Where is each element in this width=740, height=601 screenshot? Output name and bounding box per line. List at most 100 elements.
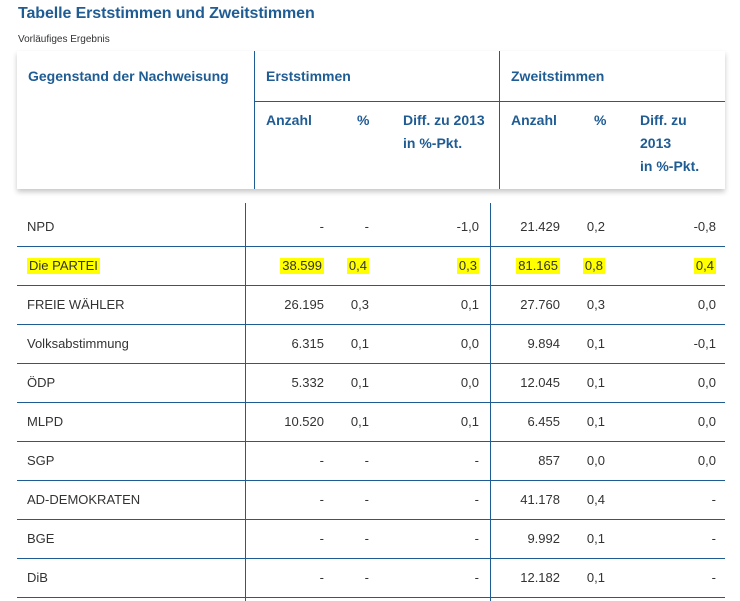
value-cell-z-pct: 0,1	[560, 324, 605, 363]
cell-text: -	[364, 219, 369, 234]
table-row: Die PARTEI 38.599 0,4 0,3 81.165 0,8 0,4	[17, 246, 725, 286]
value-cell-e-anz: -	[245, 480, 324, 519]
value-cell-e-diff: 0,1	[369, 402, 479, 441]
cell-text: 857	[538, 453, 560, 468]
header-erst-diff-line1: Diff. zu 2013	[403, 112, 485, 128]
value-cell-z-diff: -	[605, 558, 716, 597]
value-cell-e-anz: 26.195	[245, 285, 324, 324]
value-cell-z-pct: 0,1	[560, 519, 605, 558]
value-cell-z-diff: -0,8	[605, 207, 716, 246]
value-cell-e-anz: 5.332	[245, 363, 324, 402]
table-title: Tabelle Erststimmen und Zweitstimmen	[18, 5, 315, 22]
cell-text: 0,0	[460, 336, 479, 351]
value-cell-e-pct: 0,4	[324, 246, 369, 285]
cell-text: 0,4	[586, 492, 605, 507]
cell-text: -	[474, 492, 479, 507]
cell-text: -	[364, 531, 369, 546]
cell-text: -	[711, 492, 716, 507]
value-cell-e-diff: 0,1	[369, 285, 479, 324]
header-zweitstimmen: Zweitstimmen	[511, 68, 605, 84]
cell-text: -	[364, 570, 369, 585]
value-cell-e-pct: -	[324, 519, 369, 558]
cell-text: 0,0	[697, 453, 716, 468]
cell-text: -	[319, 570, 324, 585]
cell-text: NPD	[27, 219, 55, 234]
header-divider	[499, 51, 500, 189]
value-cell-e-pct: -	[324, 480, 369, 519]
value-cell-e-diff: 0,0	[369, 324, 479, 363]
cell-text: BGE	[27, 531, 55, 546]
header-erst-pct: %	[357, 112, 370, 128]
cell-text: DiB	[27, 570, 48, 585]
cell-text: -	[711, 570, 716, 585]
value-cell-e-pct: -	[324, 441, 369, 480]
cell-text: 0,8	[582, 258, 605, 274]
cell-text: SGP	[27, 453, 55, 468]
header-zweit-anzahl: Anzahl	[511, 112, 557, 128]
cell-text: -	[474, 570, 479, 585]
header-divider	[254, 51, 255, 189]
cell-text: 0,2	[586, 219, 605, 234]
value-cell-z-pct: 0,0	[560, 441, 605, 480]
value-cell-z-anz: 12.182	[490, 558, 560, 597]
cell-text: Die PARTEI	[27, 258, 100, 274]
value-cell-z-diff: 0,0	[605, 402, 716, 441]
cell-text: -	[474, 453, 479, 468]
value-cell-z-anz: 12.045	[490, 363, 560, 402]
value-cell-e-anz: -	[245, 558, 324, 597]
cell-text: 9.894	[527, 336, 560, 351]
cell-text: 0,1	[586, 375, 605, 390]
party-name-cell: FREIE WÄHLER	[27, 285, 227, 324]
cell-text: 38.599	[280, 258, 324, 274]
value-cell-z-pct: 0,1	[560, 558, 605, 597]
value-cell-e-pct: 0,1	[324, 363, 369, 402]
table-row: FREIE WÄHLER 26.195 0,3 0,1 27.760 0,3 0,0	[17, 285, 725, 325]
cell-text: 0,1	[586, 414, 605, 429]
party-name-cell: Volksabstimmung	[27, 324, 227, 363]
party-name-cell: DiB	[27, 558, 227, 597]
table-body: NPD - - -1,0 21.429 0,2 -0,8 Die PARTEI 38.599 0,…	[17, 189, 725, 601]
value-cell-e-pct: 0,1	[324, 324, 369, 363]
cell-text: 6.455	[527, 414, 560, 429]
cell-text: 10.520	[284, 414, 324, 429]
value-cell-z-pct: 0,3	[560, 285, 605, 324]
value-cell-e-diff: -1,0	[369, 207, 479, 246]
value-cell-e-diff: -	[369, 558, 479, 597]
cell-text: 0,1	[586, 570, 605, 585]
header-erst-diff-line2: in %-Pkt.	[403, 135, 463, 151]
cell-text: 81.165	[516, 258, 560, 274]
value-cell-z-anz: 81.165	[490, 246, 560, 285]
value-cell-z-diff: -	[605, 519, 716, 558]
value-cell-e-anz: 6.315	[245, 324, 324, 363]
cell-text: 0,0	[460, 375, 479, 390]
party-name-cell: SGP	[27, 441, 227, 480]
cell-text: -	[711, 531, 716, 546]
table-row: SGP - - - 857 0,0 0,0	[17, 441, 725, 481]
cell-text: 9.992	[527, 531, 560, 546]
cell-text: 0,0	[697, 375, 716, 390]
cell-text: ÖDP	[27, 375, 56, 390]
cell-text: -	[364, 492, 369, 507]
cell-text: 6.315	[291, 336, 324, 351]
cell-text: 0,0	[586, 453, 605, 468]
value-cell-e-diff: -	[369, 519, 479, 558]
cell-text: 0,3	[586, 297, 605, 312]
value-cell-z-pct: 0,4	[560, 480, 605, 519]
value-cell-z-pct: 0,1	[560, 402, 605, 441]
header-subject: Gegenstand der Nachweisung	[28, 68, 229, 84]
cell-text: -	[364, 453, 369, 468]
table-row: AD-DEMOKRATEN - - - 41.178 0,4 -	[17, 480, 725, 520]
cell-text: 0,1	[586, 336, 605, 351]
header-zweit-diff-line2: 2013	[640, 135, 672, 151]
cell-text: 0,3	[456, 258, 479, 274]
header-erst-anzahl: Anzahl	[266, 112, 312, 128]
value-cell-e-anz: -	[245, 519, 324, 558]
value-cell-e-pct: -	[324, 207, 369, 246]
value-cell-z-anz: 27.760	[490, 285, 560, 324]
value-cell-z-anz: 857	[490, 441, 560, 480]
party-name-cell: ÖDP	[27, 363, 227, 402]
value-cell-z-anz: 6.455	[490, 402, 560, 441]
header-zweit-pct: %	[594, 112, 607, 128]
party-name-cell: AD-DEMOKRATEN	[27, 480, 227, 519]
cell-text: -	[319, 531, 324, 546]
